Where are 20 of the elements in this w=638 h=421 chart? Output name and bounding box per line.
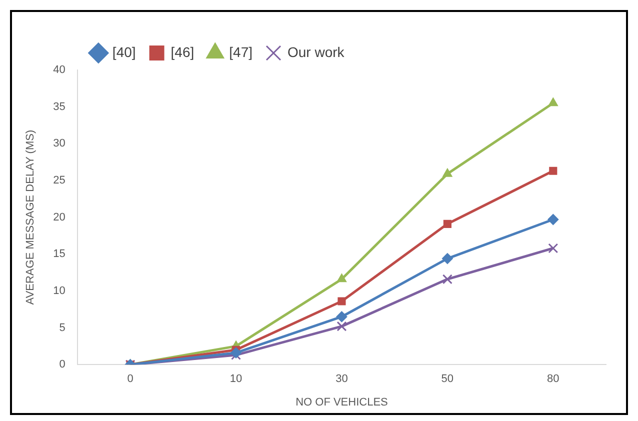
y-tick-label: 0 [59, 358, 66, 371]
legend-label: Our work [287, 44, 346, 60]
legend-label: [40] [112, 44, 136, 60]
y-tick-label: 10 [53, 284, 66, 297]
y-tick-label: 30 [53, 138, 66, 150]
legend-label: [47] [229, 44, 252, 60]
y-tick-label: 15 [53, 248, 66, 260]
x-tick-label: 50 [441, 373, 454, 386]
y-tick-label: 20 [53, 211, 66, 224]
x-tick-label: 10 [230, 373, 242, 386]
y-tick-label: 40 [53, 64, 66, 76]
y-tick-label: 25 [53, 174, 66, 187]
x-tick-label: 80 [547, 373, 560, 386]
y-tick-label: 35 [53, 100, 66, 113]
y-tick-label: 5 [59, 322, 66, 334]
x-tick-label: 30 [336, 373, 348, 386]
x-tick-label: 0 [127, 373, 134, 386]
x-axis-title: NO OF VEHICLES [296, 396, 388, 408]
y-axis-title: AVERAGE MESSAGE DELAY (MS) [24, 130, 37, 305]
legend-label: [46] [170, 44, 194, 60]
